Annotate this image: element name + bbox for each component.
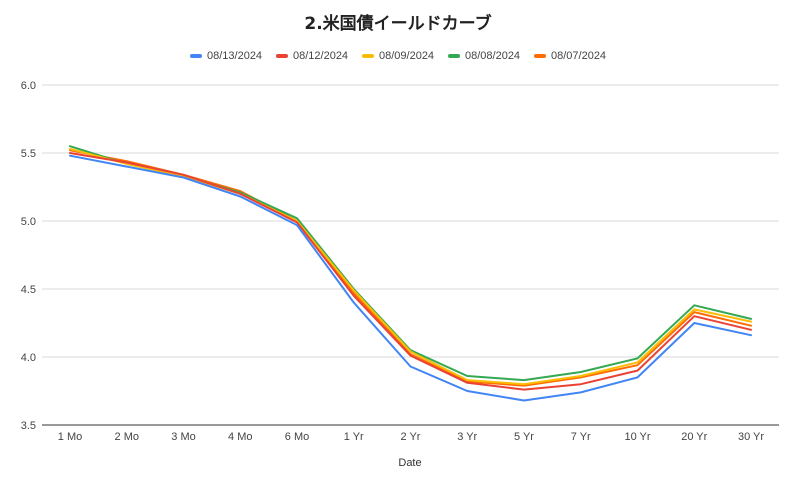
- y-tick-label: 4.5: [21, 284, 36, 296]
- x-tick-label: 3 Yr: [457, 431, 477, 443]
- x-tick-label: 2 Mo: [115, 431, 139, 443]
- legend-label: 08/07/2024: [551, 50, 606, 62]
- x-axis: 1 Mo 2 Mo 3 Mo 4 Mo 6 Mo 1 Yr 2 Yr 3 Yr 5 Yr 7 Yr…: [58, 431, 765, 443]
- x-axis-title: Date: [398, 457, 421, 469]
- legend-label: 08/09/2024: [379, 50, 434, 62]
- legend: 08/13/2024 08/12/2024 08/09/2024 08/08/2024…: [190, 50, 606, 62]
- legend-swatch: [276, 54, 288, 58]
- series-line: [69, 152, 752, 391]
- x-tick-label: 7 Yr: [571, 431, 591, 443]
- series-line: [69, 147, 752, 386]
- x-tick-label: 10 Yr: [624, 431, 650, 443]
- y-tick-label: 4.0: [21, 352, 36, 364]
- x-tick-label: 6 Mo: [285, 431, 309, 443]
- legend-swatch: [190, 54, 202, 58]
- y-axis: 3.5 4.0 4.5 5.0 5.5 6.0: [21, 80, 36, 432]
- legend-label: 08/08/2024: [465, 50, 520, 62]
- legend-swatch: [362, 54, 374, 58]
- legend-label: 08/12/2024: [293, 50, 348, 62]
- chart-title: 2.米国債イールドカーブ: [304, 13, 491, 34]
- y-tick-label: 5.5: [21, 148, 36, 160]
- x-tick-label: 5 Yr: [514, 431, 534, 443]
- y-tick-label: 6.0: [21, 80, 36, 92]
- x-tick-label: 20 Yr: [681, 431, 707, 443]
- legend-swatch: [534, 54, 546, 58]
- gridlines: [42, 84, 779, 426]
- x-tick-label: 2 Yr: [401, 431, 421, 443]
- y-tick-label: 3.5: [21, 420, 36, 432]
- x-tick-label: 30 Yr: [738, 431, 764, 443]
- series-line: [69, 154, 752, 402]
- x-tick-label: 1 Mo: [58, 431, 82, 443]
- x-tick-label: 3 Mo: [171, 431, 195, 443]
- y-tick-label: 5.0: [21, 216, 36, 228]
- legend-label: 08/13/2024: [207, 50, 262, 62]
- series-lines: [69, 145, 752, 402]
- x-tick-label: 4 Mo: [228, 431, 252, 443]
- legend-swatch: [448, 54, 460, 58]
- series-line: [69, 145, 752, 382]
- x-tick-label: 1 Yr: [344, 431, 364, 443]
